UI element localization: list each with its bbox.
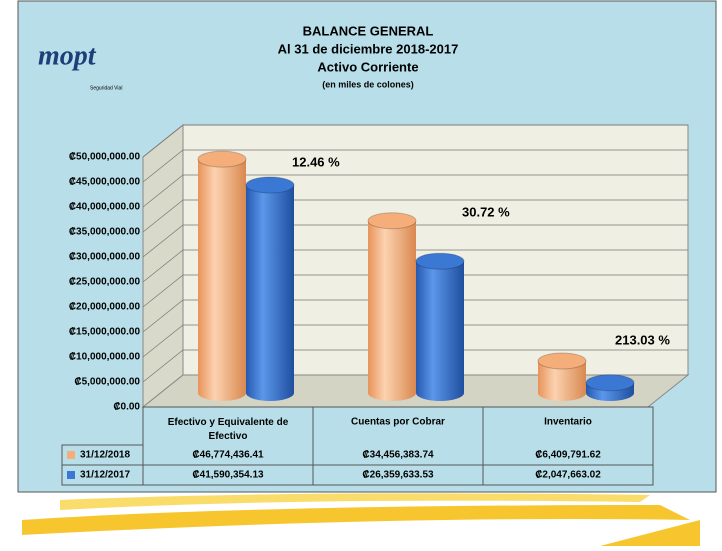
- logo: mopt: [38, 40, 97, 71]
- swoosh: [600, 520, 700, 546]
- chart-title: Al 31 de diciembre 2018-2017: [278, 41, 459, 56]
- value-label: ₡26,359,633.53: [362, 470, 434, 481]
- chart-subtitle: (en miles de colones): [322, 79, 414, 89]
- cylinder-top: [367, 212, 417, 230]
- y-tick-label: ₡20,000,000.00: [69, 302, 141, 313]
- y-tick-label: ₡25,000,000.00: [69, 277, 141, 288]
- legend-swatch: [67, 471, 75, 479]
- table-cell: [482, 406, 654, 486]
- cylinder-body: [368, 220, 416, 401]
- y-tick-label: ₡5,000,000.00: [74, 377, 140, 388]
- chart-title: Activo Corriente: [317, 59, 418, 74]
- y-tick-label: ₡15,000,000.00: [69, 327, 141, 338]
- cylinder-top: [415, 252, 465, 270]
- y-tick-label: ₡35,000,000.00: [69, 227, 141, 238]
- grid-line: [142, 199, 688, 233]
- y-tick-label: ₡10,000,000.00: [69, 352, 141, 363]
- cylinder-top: [245, 176, 295, 194]
- annotation: 12.46 %: [292, 154, 340, 169]
- cylinder-body: [416, 261, 464, 401]
- y-tick-label: ₡30,000,000.00: [69, 252, 141, 263]
- grid-line: [142, 299, 688, 333]
- grid-line: [142, 274, 688, 308]
- cylinder-top: [537, 352, 587, 370]
- cylinder: [537, 352, 587, 401]
- category-label: Efectivo y Equivalente de Efectivo: [168, 417, 289, 442]
- cylinder-top: [585, 374, 635, 392]
- cylinder: [245, 176, 295, 401]
- grid-line: [142, 124, 688, 158]
- value-label: ₡6,409,791.62: [535, 450, 601, 461]
- grid-line: [142, 224, 688, 258]
- swoosh: [60, 493, 650, 510]
- annotation: 30.72 %: [462, 204, 510, 219]
- value-label: ₡41,590,354.13: [192, 470, 264, 481]
- annotation: 213.03 %: [615, 332, 670, 347]
- category-line: Efectivo: [209, 431, 248, 442]
- cylinder: [585, 374, 635, 401]
- cylinder-top: [197, 150, 247, 168]
- cylinder-body: [246, 185, 294, 401]
- category-line: Efectivo y Equivalente de: [168, 417, 289, 428]
- legend-label: 31/12/2017: [80, 470, 130, 481]
- logo-tagline: Seguridad Vial: [90, 85, 122, 91]
- swoosh: [22, 505, 690, 535]
- grid-line: [142, 249, 688, 283]
- y-tick-label: ₡45,000,000.00: [69, 177, 141, 188]
- cylinder: [415, 252, 465, 401]
- value-label: ₡46,774,436.41: [192, 450, 264, 461]
- grid-line: [142, 174, 688, 208]
- legend-swatch: [67, 451, 75, 459]
- chart-title: BALANCE GENERAL: [303, 23, 434, 38]
- y-tick-label: ₡0.00: [113, 402, 140, 413]
- cylinder: [197, 150, 247, 401]
- grid-line: [142, 349, 688, 383]
- category-label: Inventario: [544, 417, 592, 428]
- grid-line: [142, 324, 688, 358]
- category-label: Cuentas por Cobrar: [351, 417, 445, 428]
- cylinder-body: [198, 159, 246, 401]
- value-label: ₡34,456,383.74: [362, 450, 434, 461]
- y-tick-label: ₡40,000,000.00: [69, 202, 141, 213]
- cylinder-body: [538, 360, 586, 401]
- grid-line: [142, 149, 688, 183]
- legend-label: 31/12/2018: [80, 450, 130, 461]
- value-label: ₡2,047,663.02: [535, 470, 601, 481]
- y-tick-label: ₡50,000,000.00: [69, 152, 141, 163]
- cylinder: [367, 212, 417, 401]
